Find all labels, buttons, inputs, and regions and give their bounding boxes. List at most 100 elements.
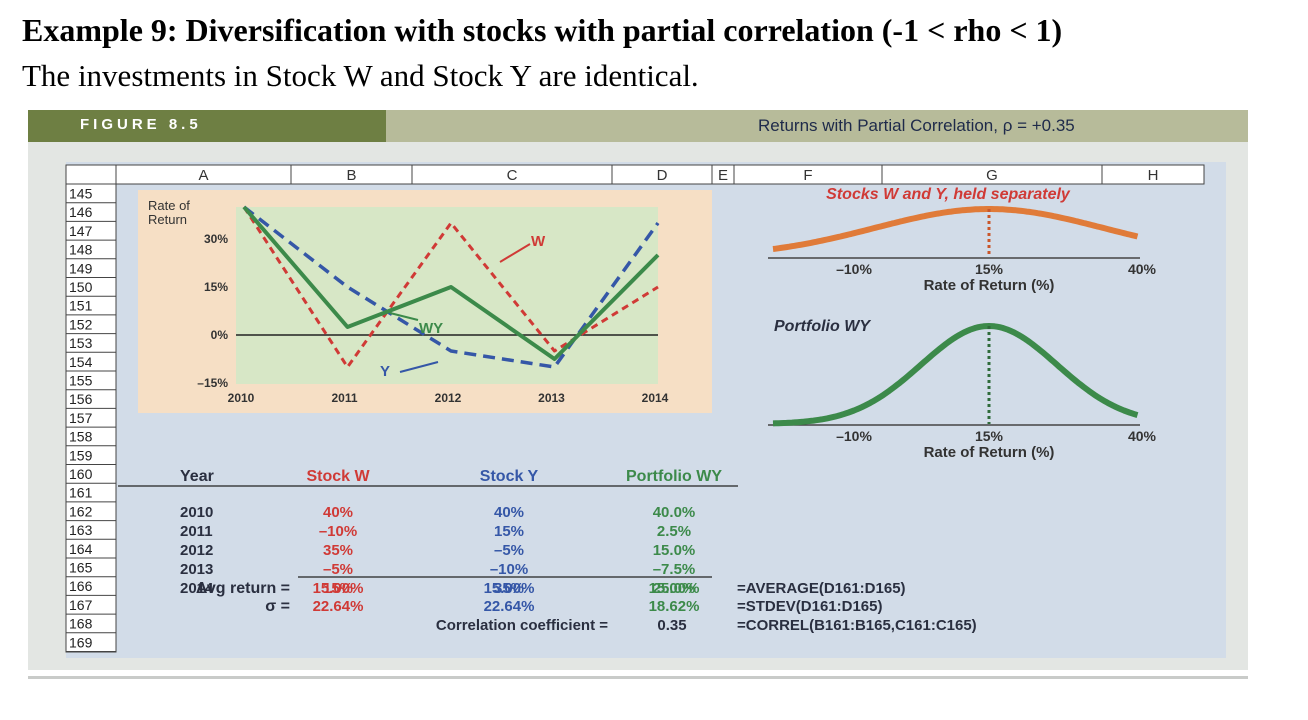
y-tick-label: 0% <box>211 328 229 342</box>
table-cell: 2010 <box>180 504 213 521</box>
sigma-value: 18.62% <box>649 598 700 615</box>
series-line-y <box>242 205 660 369</box>
row-number-145[interactable]: 145 <box>69 186 93 202</box>
sigma-formula: =STDEV(D161:D165) <box>737 598 882 615</box>
correlation-label: Correlation coefficient = <box>436 617 608 634</box>
table-header-3: Portfolio WY <box>626 468 722 485</box>
series-label-wy: WY <box>419 320 443 337</box>
label-arrow-wy <box>389 312 419 321</box>
label-arrow-w <box>499 243 531 263</box>
table-cell: 15% <box>323 580 353 597</box>
column-header-g[interactable]: G <box>986 167 998 184</box>
row-number-160[interactable]: 160 <box>69 466 93 482</box>
row-number-147[interactable]: 147 <box>69 223 93 239</box>
avg-return-value: 15.00% <box>484 580 535 597</box>
column-header-c[interactable]: C <box>507 167 518 184</box>
table-cell: 2.5% <box>657 523 691 540</box>
bottom-rule <box>28 676 1248 679</box>
correlation-value: 0.35 <box>657 617 686 634</box>
table-cell: –5% <box>494 542 524 559</box>
page-subtitle: The investments in Stock W and Stock Y a… <box>22 58 699 93</box>
row-number-148[interactable]: 148 <box>69 242 93 258</box>
row-number-156[interactable]: 156 <box>69 391 93 407</box>
row-number-162[interactable]: 162 <box>69 503 93 519</box>
series-label-y: Y <box>380 363 390 380</box>
table-header-1: Stock W <box>306 468 370 485</box>
series-label-w: W <box>531 233 546 250</box>
figure-label-bar: FIGURE 8.5 <box>28 110 386 142</box>
figure-caption-bar: Returns with Partial Correlation, ρ = +0… <box>386 110 1248 142</box>
row-number-161[interactable]: 161 <box>69 485 93 501</box>
dist-portfolio-x-label: Rate of Return (%) <box>924 444 1055 461</box>
dist-separate-x-tick: –10% <box>836 261 872 277</box>
table-cell: –10% <box>490 561 528 578</box>
y-tick-label: 15% <box>204 280 228 294</box>
label-arrow-y <box>399 361 439 373</box>
table-cell: 40% <box>494 504 524 521</box>
row-number-149[interactable]: 149 <box>69 260 93 276</box>
column-header-bar <box>65 164 1205 185</box>
row-number-153[interactable]: 153 <box>69 335 93 351</box>
x-tick-label-2014: 2014 <box>642 391 669 405</box>
dist-separate-x-tick: 15% <box>975 261 1004 277</box>
avg-return-value: 15.00% <box>313 580 364 597</box>
table-cell: 35% <box>494 580 524 597</box>
dist-separate-curve <box>772 206 1139 252</box>
avg-return-value: 15.00% <box>649 580 700 597</box>
table-cell: –10% <box>319 523 357 540</box>
table-cell: –5% <box>323 561 353 578</box>
avg-formula: =AVERAGE(D161:D165) <box>737 580 906 597</box>
column-header-a[interactable]: A <box>198 167 208 184</box>
page-title: Example 9: Diversification with stocks w… <box>22 12 1063 48</box>
table-cell: 40.0% <box>653 504 696 521</box>
column-header-d[interactable]: D <box>657 167 668 184</box>
table-cell: 2011 <box>180 523 213 540</box>
row-number-155[interactable]: 155 <box>69 373 93 389</box>
table-header-2: Stock Y <box>480 468 539 485</box>
table-cell: 15% <box>494 523 524 540</box>
row-number-151[interactable]: 151 <box>69 298 93 314</box>
row-number-154[interactable]: 154 <box>69 354 93 370</box>
y-axis-label: Rate of <box>148 198 190 213</box>
sigma-label: σ = <box>265 598 290 615</box>
row-number-150[interactable]: 150 <box>69 279 93 295</box>
row-number-159[interactable]: 159 <box>69 447 93 463</box>
column-header-h[interactable]: H <box>1148 167 1159 184</box>
y-tick-label: –15% <box>197 376 228 390</box>
y-tick-label: 30% <box>204 232 228 246</box>
dist-portfolio-x-tick: –10% <box>836 428 872 444</box>
row-number-169[interactable]: 169 <box>69 634 93 650</box>
column-header-e[interactable]: E <box>718 167 728 184</box>
column-header-f[interactable]: F <box>803 167 812 184</box>
dist-portfolio-curve <box>772 323 1139 427</box>
row-number-152[interactable]: 152 <box>69 316 93 332</box>
table-cell: 35% <box>323 542 353 559</box>
row-number-163[interactable]: 163 <box>69 522 93 538</box>
row-number-168[interactable]: 168 <box>69 616 93 632</box>
row-number-158[interactable]: 158 <box>69 429 93 445</box>
series-line-wy <box>242 205 660 361</box>
row-number-165[interactable]: 165 <box>69 560 93 576</box>
table-cell: 2012 <box>180 542 213 559</box>
row-number-146[interactable]: 146 <box>69 204 93 220</box>
dist-separate-x-tick: 40% <box>1128 261 1157 277</box>
correlation-formula: =CORREL(B161:B165,C161:C165) <box>737 617 977 634</box>
table-cell: 40% <box>323 504 353 521</box>
row-number-157[interactable]: 157 <box>69 410 93 426</box>
x-tick-label-2013: 2013 <box>538 391 565 405</box>
row-number-166[interactable]: 166 <box>69 578 93 594</box>
table-cell: 2013 <box>180 561 213 578</box>
x-tick-label-2010: 2010 <box>228 391 255 405</box>
row-number-167[interactable]: 167 <box>69 597 93 613</box>
dist-portfolio-x-tick: 15% <box>975 428 1004 444</box>
dist-portfolio-x-tick: 40% <box>1128 428 1157 444</box>
x-tick-label-2011: 2011 <box>331 391 357 405</box>
line-chart-plot-area <box>236 207 658 384</box>
sigma-value: 22.64% <box>313 598 364 615</box>
row-number-164[interactable]: 164 <box>69 541 93 557</box>
x-tick-label-2012: 2012 <box>435 391 462 405</box>
figure-caption: Returns with Partial Correlation, ρ = +0… <box>758 116 1075 135</box>
column-header-b[interactable]: B <box>346 167 356 184</box>
row-number-column <box>65 183 117 653</box>
